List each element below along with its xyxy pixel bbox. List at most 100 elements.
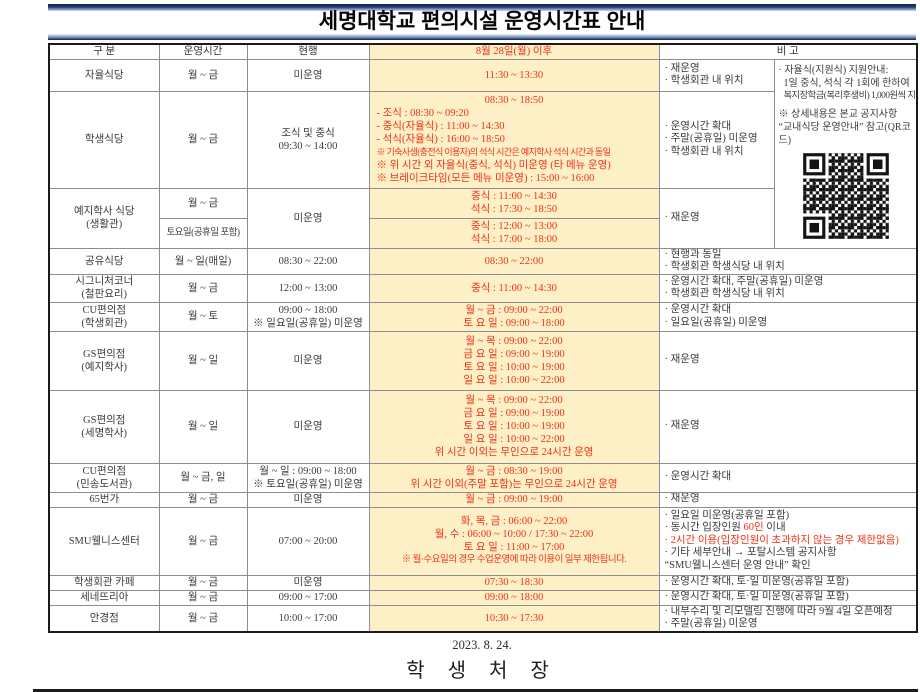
new-hours-line: ※ 기숙사생(충전식 이용자)의 석식 시간은 예지학사 석식 시간과 동일 bbox=[376, 147, 611, 157]
operating-days: 월 ~ 금 bbox=[158, 604, 248, 632]
header-row: 구 분 운영시간 현행 8월 28일(월) 이후 비 고 bbox=[48, 43, 918, 60]
qr-code bbox=[799, 149, 892, 242]
facility-name-line: GS편의점 bbox=[83, 348, 126, 360]
new-hours: 화, 목, 금 : 06:00 ~ 22:00 월, 수 : 06:00 ~ 1… bbox=[368, 506, 660, 576]
new-hours-line: 토 요 일 : 10:00 ~ 19:00 bbox=[463, 361, 565, 373]
remarks: · 운영시간 확대 · 일요일(공휴일) 미운영 bbox=[658, 301, 918, 332]
remarks: · 운영시간 확대, 토·일 미운영(공휴일 포함) bbox=[658, 574, 918, 591]
facility-name: GS편의점 (예지학사) bbox=[48, 330, 160, 391]
current-hours: 09:00 ~ 18:00 ※ 일요일(공휴일) 미운영 bbox=[246, 301, 370, 332]
new-hours: 중식 : 12:00 ~ 13:00 석식 : 17:00 ~ 18:00 bbox=[368, 217, 660, 249]
new-hours-line: 월 ~ 금 : 09:00 ~ 22:00 bbox=[465, 304, 563, 316]
page-title: 세명대학교 편의시설 운영시간표 안내 bbox=[318, 10, 646, 33]
table-row: 공유식당 월 ~ 일(매일) 08:30 ~ 22:00 08:30 ~ 22:… bbox=[48, 247, 918, 275]
table-row: 예지학사 식당 (생활관) 월 ~ 금 미운영 중식 : 11:00 ~ 14:… bbox=[48, 187, 917, 249]
support-info-line: · 자율식(지원식) 지원안내: bbox=[778, 64, 889, 76]
remark-text: · 동시간 입장인원 bbox=[664, 522, 744, 534]
remark-line: · 학생회관 학생식당 내 위치 bbox=[664, 288, 785, 299]
new-hours-line: ※ 브레이크타임(모든 메뉴 미운영) : 15:00 ~ 16:00 bbox=[376, 173, 595, 184]
facility-name: 예지학사 식당 (생활관) bbox=[48, 187, 160, 249]
current-hours: 미운영 bbox=[246, 574, 370, 591]
facility-name: CU편의점 (학생회관) bbox=[48, 301, 160, 332]
new-hours-line: 위 시간 이외는 무인으로 24시간 운영 bbox=[434, 447, 594, 458]
new-hours-line: 08:30 ~ 18:50 bbox=[484, 95, 544, 106]
new-hours-line: 월 ~ 목 : 09:00 ~ 22:00 bbox=[465, 395, 563, 406]
remarks: · 재운영 · 학생회관 내 위치 bbox=[658, 58, 775, 92]
remarks: · 재운영 bbox=[658, 187, 775, 249]
announcement-date: 2023. 8. 24. bbox=[452, 637, 512, 652]
remark-line: · 동시간 입장인원 60인 이내 bbox=[665, 522, 914, 535]
remark-line: · 재운영 bbox=[664, 493, 700, 505]
remarks: · 운영시간 확대 bbox=[658, 462, 918, 493]
col-header-after: 8월 28일(월) 이후 bbox=[368, 43, 660, 60]
support-info-line: 1일 중식, 석식 각 1회에 한하여 bbox=[783, 77, 910, 89]
new-hours: 월 ~ 금 : 09:00 ~ 22:00 토 요 일 : 09:00 ~ 18… bbox=[368, 301, 660, 332]
current-hours-line: 09:00 ~ 18:00 bbox=[278, 304, 338, 316]
facility-name: 시그니처코너 (철판요리) bbox=[48, 273, 160, 303]
new-hours-line: ※ 위 시간 외 자율식(중식, 석식) 미운영 (타 메뉴 운영) bbox=[376, 160, 611, 171]
new-hours-line: 일 요 일 : 10:00 ~ 22:00 bbox=[463, 434, 565, 445]
operating-days: 월 ~ 일 bbox=[158, 389, 248, 464]
table-row: GS편의점 (세명학사) 월 ~ 일 미운영 월 ~ 목 : 09:00 ~ 2… bbox=[48, 389, 918, 464]
new-hours-line: 중식 : 12:00 ~ 13:00 bbox=[470, 221, 558, 232]
current-hours: 미운영 bbox=[246, 389, 370, 464]
operating-days: 월 ~ 금 bbox=[158, 273, 248, 303]
operating-days: 토요일(공휴일 포함) bbox=[158, 217, 248, 249]
remark-line: · 재운영 bbox=[664, 354, 700, 366]
operating-days: 월 ~ 금 bbox=[158, 574, 248, 591]
table-row: 학생식당 월 ~ 금 조식 및 중식 09:30 ~ 14:00 08:30 ~… bbox=[48, 90, 917, 189]
operating-days: 월 ~ 일 bbox=[158, 330, 248, 391]
new-hours-line: 월, 수 : 06:00 ~ 10:00 / 17:30 ~ 22:00 bbox=[434, 529, 594, 540]
current-hours: 12:00 ~ 13:00 bbox=[246, 273, 370, 303]
remark-line: · 운영시간 확대, 주말(공휴일) 미운영 bbox=[664, 275, 824, 287]
operating-days: 월 ~ 일(매일) bbox=[158, 247, 248, 275]
facility-name-line: CU편의점 bbox=[82, 465, 127, 477]
new-hours-line: 석식 : 17:00 ~ 18:00 bbox=[470, 234, 558, 245]
remarks: · 현행과 동일 · 학생회관 학생식당 내 위치 bbox=[658, 247, 918, 275]
remark-line: · 기타 세부안내 → 포탈시스템 공지사항 bbox=[664, 547, 837, 559]
table-row: CU편의점 (민송도서관) 월 ~ 금, 일 월 ~ 일 : 09:00 ~ 1… bbox=[48, 462, 918, 493]
new-hours-line: 금 요 일 : 09:00 ~ 19:00 bbox=[463, 348, 565, 360]
new-hours: 07:30 ~ 18:30 bbox=[368, 574, 660, 591]
remark-line: · 재운영 bbox=[664, 211, 700, 223]
current-hours: 08:30 ~ 22:00 bbox=[246, 247, 370, 275]
new-hours-line: 중식 : 11:00 ~ 14:30 bbox=[471, 191, 557, 202]
new-hours: 월 ~ 목 : 09:00 ~ 22:00 금 요 일 : 09:00 ~ 19… bbox=[368, 330, 660, 391]
remarks: · 운영시간 확대, 토·일 미운영(공휴일 포함) bbox=[658, 589, 918, 606]
remark-line: · 학생회관 내 위치 bbox=[664, 145, 744, 157]
remark-line: · 내부수리 및 리모델링 진행에 따라 9월 4일 오픈예정 bbox=[664, 605, 893, 617]
new-hours-line: 토 요 일 : 11:00 ~ 17:00 bbox=[463, 542, 565, 553]
operating-days: 월 ~ 금 bbox=[158, 90, 248, 189]
new-hours: 월 ~ 금 : 08:30 ~ 19:00 위 시간 이외(주말 포함)는 무인… bbox=[368, 462, 660, 493]
new-hours-line: 석식 : 17:30 ~ 18:50 bbox=[470, 204, 558, 215]
current-hours: 미운영 bbox=[246, 330, 370, 391]
facility-name: CU편의점 (민송도서관) bbox=[48, 462, 160, 493]
remark-line: · 주말(공휴일) 미운영 bbox=[664, 133, 758, 145]
decor-bar-bottom bbox=[48, 34, 916, 40]
table-row: 학생회관 카페 월 ~ 금 미운영 07:30 ~ 18:30 · 운영시간 확… bbox=[48, 574, 918, 591]
current-hours-line: 월 ~ 일 : 09:00 ~ 18:00 bbox=[259, 465, 357, 477]
facility-name: GS편의점 (세명학사) bbox=[48, 389, 160, 464]
remark-line: · 학생회관 학생식당 내 위치 bbox=[664, 261, 785, 272]
current-hours: 미운영 bbox=[246, 187, 370, 249]
table-row: GS편의점 (예지학사) 월 ~ 일 미운영 월 ~ 목 : 09:00 ~ 2… bbox=[48, 330, 918, 391]
facility-name-line: CU편의점 bbox=[82, 304, 127, 316]
new-hours-line: ※ 월·수요일의 경우 수업운영에 따라 이용이 일부 제한됩니다. bbox=[401, 555, 627, 565]
new-hours: 10:30 ~ 17:30 bbox=[368, 604, 660, 632]
current-hours: 월 ~ 일 : 09:00 ~ 18:00 ※ 토요일(공휴일) 미운영 bbox=[246, 462, 370, 493]
new-hours-line: - 조식 : 08:30 ~ 09:20 bbox=[376, 108, 469, 119]
footer-divider bbox=[33, 688, 918, 692]
facility-name-line: (학생회관) bbox=[81, 317, 128, 329]
current-hours: 미운영 bbox=[246, 58, 370, 92]
new-hours-line: 월 ~ 금 : 08:30 ~ 19:00 bbox=[465, 465, 563, 477]
new-hours-line: 토 요 일 : 10:00 ~ 19:00 bbox=[463, 421, 565, 432]
remarks: · 운영시간 확대, 주말(공휴일) 미운영 · 학생회관 학생식당 내 위치 bbox=[658, 273, 918, 303]
current-hours: 10:00 ~ 17:00 bbox=[246, 604, 370, 632]
new-hours: 중식 : 11:00 ~ 14:30 bbox=[368, 273, 660, 303]
support-info-cell: · 자율식(지원식) 지원안내: 1일 중식, 석식 각 1회에 한하여 복지장… bbox=[773, 58, 918, 249]
table-row: CU편의점 (학생회관) 월 ~ 토 09:00 ~ 18:00 ※ 일요일(공… bbox=[48, 301, 918, 332]
table-row: 자율식당 월 ~ 금 미운영 11:30 ~ 13:30 · 재운영 · 학생회… bbox=[48, 58, 918, 249]
new-hours-line: - 중식(자율식) : 11:00 ~ 14:30 bbox=[376, 121, 505, 132]
new-hours: 09:00 ~ 18:00 bbox=[368, 589, 660, 606]
operating-days: 월 ~ 금 bbox=[158, 58, 248, 92]
